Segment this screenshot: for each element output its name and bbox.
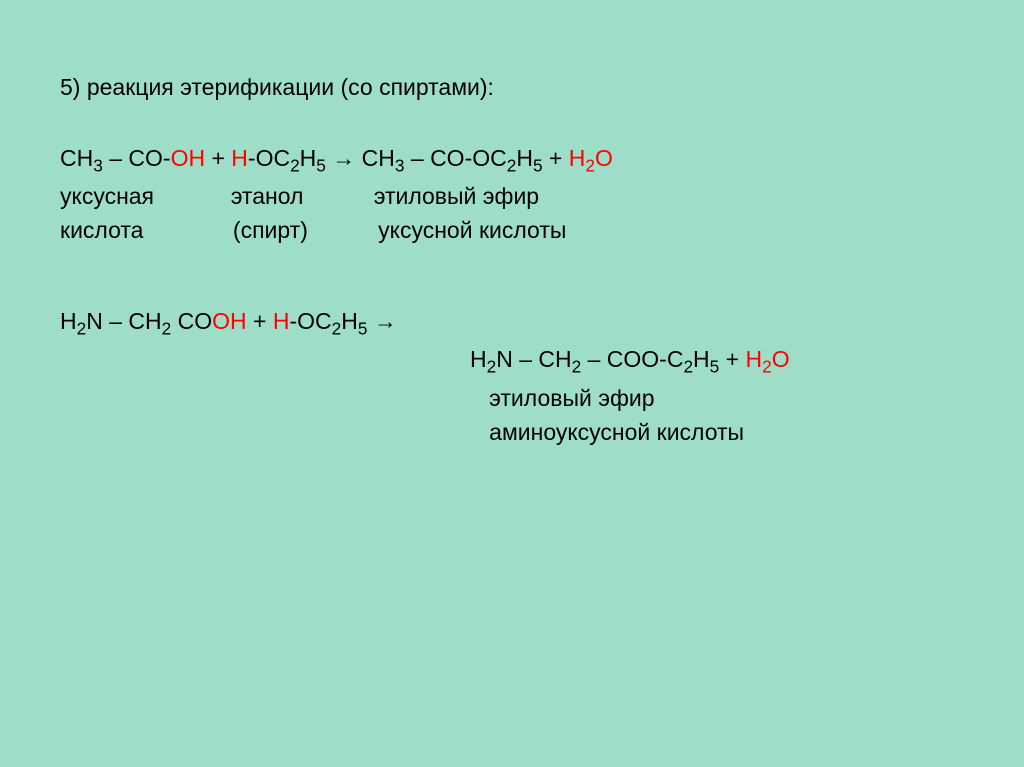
label-ethanol-1: этанол <box>231 183 304 209</box>
reaction-1-labels-row2: кислота (спирт) уксусной кислоты <box>60 213 964 248</box>
reaction-2-equation-lhs: H2N – CH2 COOH + H-OC2H5 → <box>60 304 964 342</box>
leaving-group-oh: OH <box>171 145 206 171</box>
spacer <box>60 248 964 304</box>
water-product-2: H2O <box>745 346 789 372</box>
label-ethanol-2: (спирт) <box>233 217 308 243</box>
leaving-group-oh-2: OH <box>212 308 247 334</box>
reaction-2-equation-rhs: H2N – CH2 – COO-C2H5 + H2O <box>60 342 964 380</box>
label-acetic-acid-2: кислота <box>60 217 143 243</box>
leaving-group-h-2: H <box>273 308 290 334</box>
slide-content: 5) реакция этерификации (со спиртами): C… <box>60 70 964 450</box>
reaction-1-labels-row1: уксусная этанол этиловый эфир <box>60 179 964 214</box>
heading-text: реакция этерификации (со спиртами): <box>87 74 494 100</box>
reaction-1-equation: CH3 – CO-OH + H-OC2H5 → CH3 – CO-OC2H5 +… <box>60 141 964 179</box>
label-ethyl-ester-2: уксусной кислоты <box>378 217 566 243</box>
label-acetic-acid-1: уксусная <box>60 183 154 209</box>
water-product: H2O <box>569 145 613 171</box>
label-ethyl-ester-1: этиловый эфир <box>374 183 539 209</box>
heading: 5) реакция этерификации (со спиртами): <box>60 70 964 105</box>
reaction-2-label-2: аминоуксусной кислоты <box>60 415 964 450</box>
spacer <box>60 105 964 141</box>
leaving-group-h: H <box>231 145 248 171</box>
heading-number: 5) <box>60 74 80 100</box>
reaction-2-label-1: этиловый эфир <box>60 381 964 416</box>
